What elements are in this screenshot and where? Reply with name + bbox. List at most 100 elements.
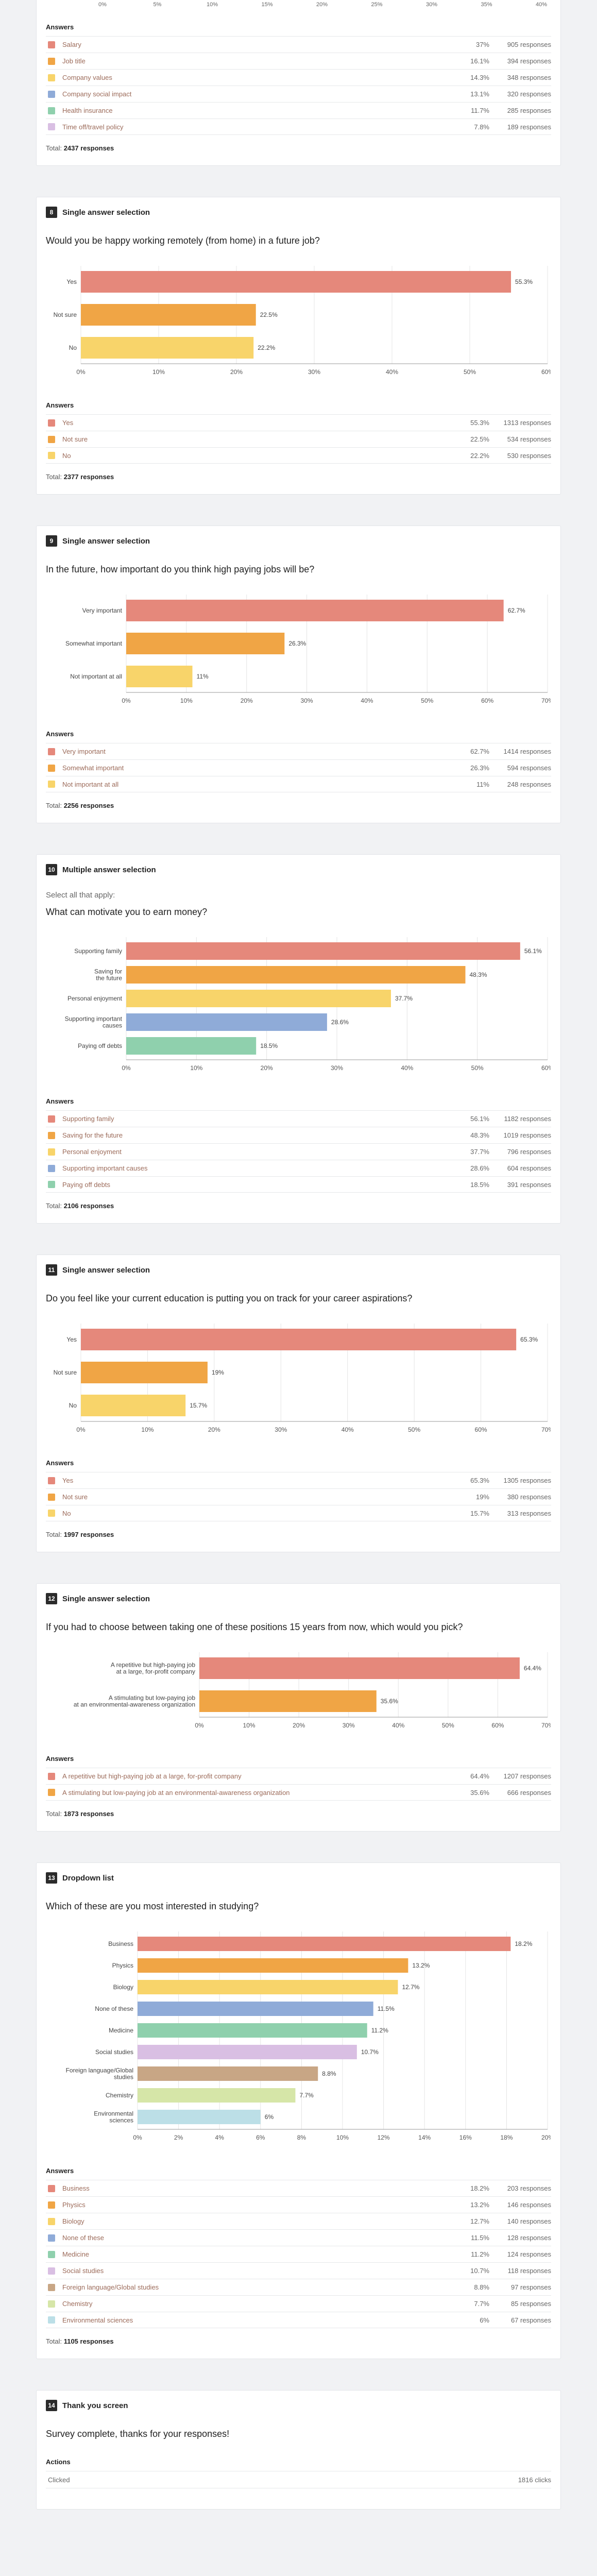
- axis-tick-label: 12%: [378, 2134, 390, 2141]
- answer-swatch: [48, 1164, 55, 1172]
- answer-swatch: [48, 1789, 55, 1796]
- value-label: 18.2%: [515, 1940, 532, 1947]
- answer-row: Business 18.2% 203 responses: [46, 2180, 551, 2196]
- answers-list: Supporting family 56.1% 1182 responses Savi…: [46, 1110, 551, 1193]
- answer-row: None of these 11.5% 128 responses: [46, 2229, 551, 2246]
- category-label: Saving for the future: [94, 968, 122, 982]
- answer-swatch: [48, 1131, 55, 1139]
- category-label: None of these: [95, 2005, 133, 2012]
- category-label: Supporting family: [74, 947, 122, 955]
- answer-swatch: [48, 1148, 55, 1156]
- bar: [138, 2066, 318, 2081]
- category-label: Personal enjoyment: [67, 995, 123, 1002]
- bar: [126, 966, 466, 984]
- question-number-badge: 8: [46, 207, 57, 218]
- answers-list: A repetitive but high-paying job at a la…: [46, 1768, 551, 1801]
- answer-percent: 18.5%: [470, 1180, 489, 1189]
- answer-swatch: [48, 2250, 55, 2258]
- total-label: Total:: [46, 2337, 62, 2345]
- total-responses: Total: 2377 responses: [37, 464, 560, 494]
- answer-label: Paying off debts: [62, 1180, 110, 1189]
- axis-tick-label: 70%: [541, 1722, 551, 1729]
- axis-tick-label: 10%: [152, 368, 165, 376]
- answer-count: 313 responses: [507, 1509, 551, 1517]
- answer-count: 118 responses: [507, 2267, 551, 2275]
- question-card: 11 Single answer selection Do you feel lik…: [36, 1255, 561, 1552]
- category-label: Yes: [66, 278, 77, 285]
- answers-title: Answers: [46, 1459, 74, 1467]
- answer-percent: 15.7%: [470, 1509, 489, 1517]
- category-label: Yes: [66, 1336, 77, 1343]
- card-header: 8 Single answer selection: [46, 207, 551, 218]
- answer-count: 128 responses: [507, 2234, 551, 2242]
- category-label: Not important at all: [70, 673, 122, 680]
- answer-label: Supporting family: [62, 1115, 114, 1123]
- answer-count: 594 responses: [507, 764, 551, 772]
- answer-swatch: [48, 2283, 55, 2291]
- question-number-badge: 13: [46, 1872, 57, 1884]
- answer-swatch: [48, 419, 55, 427]
- answer-row: Medicine 11.2% 124 responses: [46, 2246, 551, 2262]
- answer-percent: 10.7%: [470, 2267, 489, 2275]
- answer-count: 905 responses: [507, 41, 551, 48]
- axis-tick-label: 20%: [541, 2134, 551, 2141]
- answer-swatch: [48, 2201, 55, 2209]
- answer-row: Physics 13.2% 146 responses: [46, 2196, 551, 2213]
- bar-chart: 0% 10% 20% 30% 40% 50% 60% 70% Yes 65.3% Not sure 1…: [46, 1318, 554, 1445]
- answer-count: 604 responses: [507, 1164, 551, 1172]
- answer-percent: 8.8%: [474, 2283, 489, 2291]
- total-responses: Total: 2106 responses: [37, 1193, 560, 1223]
- partial-chart-svg: 0% 5% 10% 15% 20% 25% 30% 35% 40%: [98, 2, 547, 8]
- total-label: Total:: [46, 1531, 62, 1538]
- bar: [81, 271, 511, 293]
- question-card: 8 Single answer selection Would you be hap…: [36, 197, 561, 495]
- answer-count: 391 responses: [507, 1180, 551, 1189]
- category-label: Not sure: [54, 311, 77, 318]
- answer-count: 530 responses: [507, 451, 551, 460]
- bar-chart-svg: 0% 10% 20% 30% 40% 50% 60% Supporting family 56.…: [65, 937, 554, 1072]
- answer-percent: 64.4%: [470, 1772, 489, 1780]
- axis-tick-label: 10%: [243, 1722, 255, 1729]
- answer-row: Company values 14.3% 348 responses: [46, 69, 551, 86]
- answers-title: Answers: [46, 1755, 74, 1762]
- axis-tick-label: 30%: [308, 368, 320, 376]
- axis-tick-label: 40%: [361, 697, 373, 704]
- answer-percent: 6%: [480, 2316, 489, 2324]
- value-label: 15.7%: [190, 1402, 207, 1409]
- total-label: Total:: [46, 1810, 62, 1818]
- total-value: 2377 responses: [63, 473, 114, 481]
- value-label: 22.5%: [260, 311, 278, 318]
- total-responses: Total: 2437 responses: [37, 135, 560, 165]
- value-label: 48.3%: [469, 971, 487, 978]
- axis-tick-label: 6%: [256, 2134, 265, 2141]
- axis-tick-label: 40%: [401, 1064, 413, 1072]
- answer-row: Supporting family 56.1% 1182 responses: [46, 1110, 551, 1127]
- axis-tick-label: 30%: [331, 1064, 343, 1072]
- partial-chart-axis: 0% 5% 10% 15% 20% 25% 30% 35% 40%: [37, 0, 560, 14]
- answer-swatch: [48, 74, 55, 81]
- answer-swatch: [48, 781, 55, 788]
- bar-chart-svg: 0% 2% 4% 6% 8% 10% 12% 14% 16% 18% 20% Business 18.2…: [66, 1931, 554, 2141]
- value-label: 22.2%: [258, 344, 275, 351]
- axis-tick-label: 20%: [208, 1426, 220, 1433]
- value-label: 65.3%: [520, 1336, 538, 1343]
- question-text: In the future, how important do you thin…: [46, 564, 315, 574]
- answer-label: Not sure: [62, 435, 88, 443]
- answer-row: Personal enjoyment 37.7% 796 responses: [46, 1143, 551, 1160]
- answer-label: Very important: [62, 748, 106, 755]
- axis-tick-label: 0%: [98, 2, 107, 8]
- answer-row: Biology 12.7% 140 responses: [46, 2213, 551, 2229]
- total-label: Total:: [46, 473, 62, 481]
- bar: [81, 304, 256, 326]
- value-label: 8.8%: [322, 2070, 336, 2077]
- answer-swatch: [48, 435, 55, 443]
- answer-row: Salary 37% 905 responses: [46, 36, 551, 53]
- axis-tick-label: 35%: [481, 2, 492, 8]
- answer-percent: 22.5%: [470, 435, 489, 443]
- answer-percent: 48.3%: [470, 1131, 489, 1139]
- axis-tick-label: 40%: [392, 1722, 404, 1729]
- axis-tick-label: 5%: [153, 2, 162, 8]
- answer-count: 1305 responses: [503, 1477, 551, 1484]
- answer-label: Saving for the future: [62, 1131, 123, 1139]
- answer-row: Paying off debts 18.5% 391 responses: [46, 1176, 551, 1193]
